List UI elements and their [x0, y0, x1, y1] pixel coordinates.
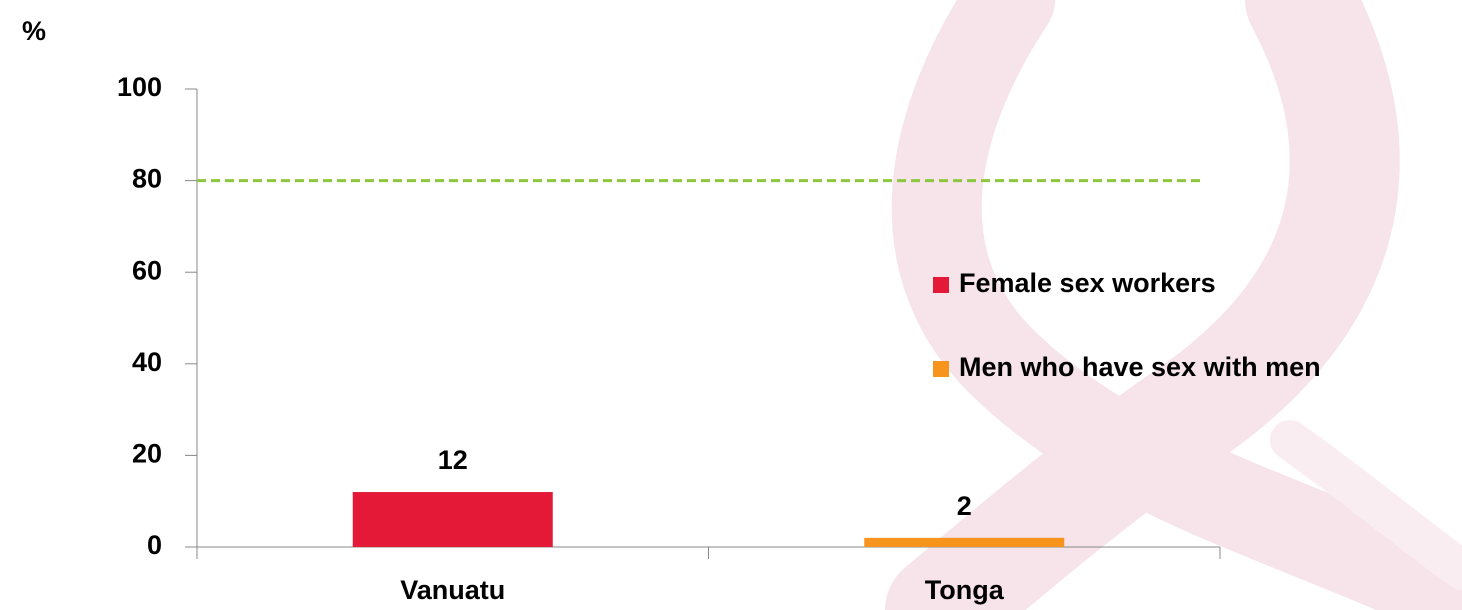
background-ribbon: [885, 0, 1462, 610]
y-axis-label: %: [22, 16, 46, 46]
y-tick-label: 80: [132, 164, 162, 194]
legend-swatch: [933, 361, 949, 377]
value-label: 12: [438, 445, 468, 475]
x-tick-label: Vanuatu: [400, 575, 505, 605]
y-tick-label: 40: [132, 347, 162, 377]
y-tick-label: 20: [132, 439, 162, 469]
y-tick-label: 0: [147, 530, 162, 560]
legend-swatch: [933, 277, 949, 293]
value-label: 2: [957, 491, 972, 521]
bar: [864, 537, 1065, 547]
legend-label: Female sex workers: [959, 268, 1216, 298]
bar: [352, 492, 553, 547]
y-tick-label: 60: [132, 255, 162, 285]
x-tick-label: Tonga: [925, 575, 1005, 605]
y-tick-label: 100: [117, 72, 162, 102]
legend-label: Men who have sex with men: [959, 352, 1321, 382]
